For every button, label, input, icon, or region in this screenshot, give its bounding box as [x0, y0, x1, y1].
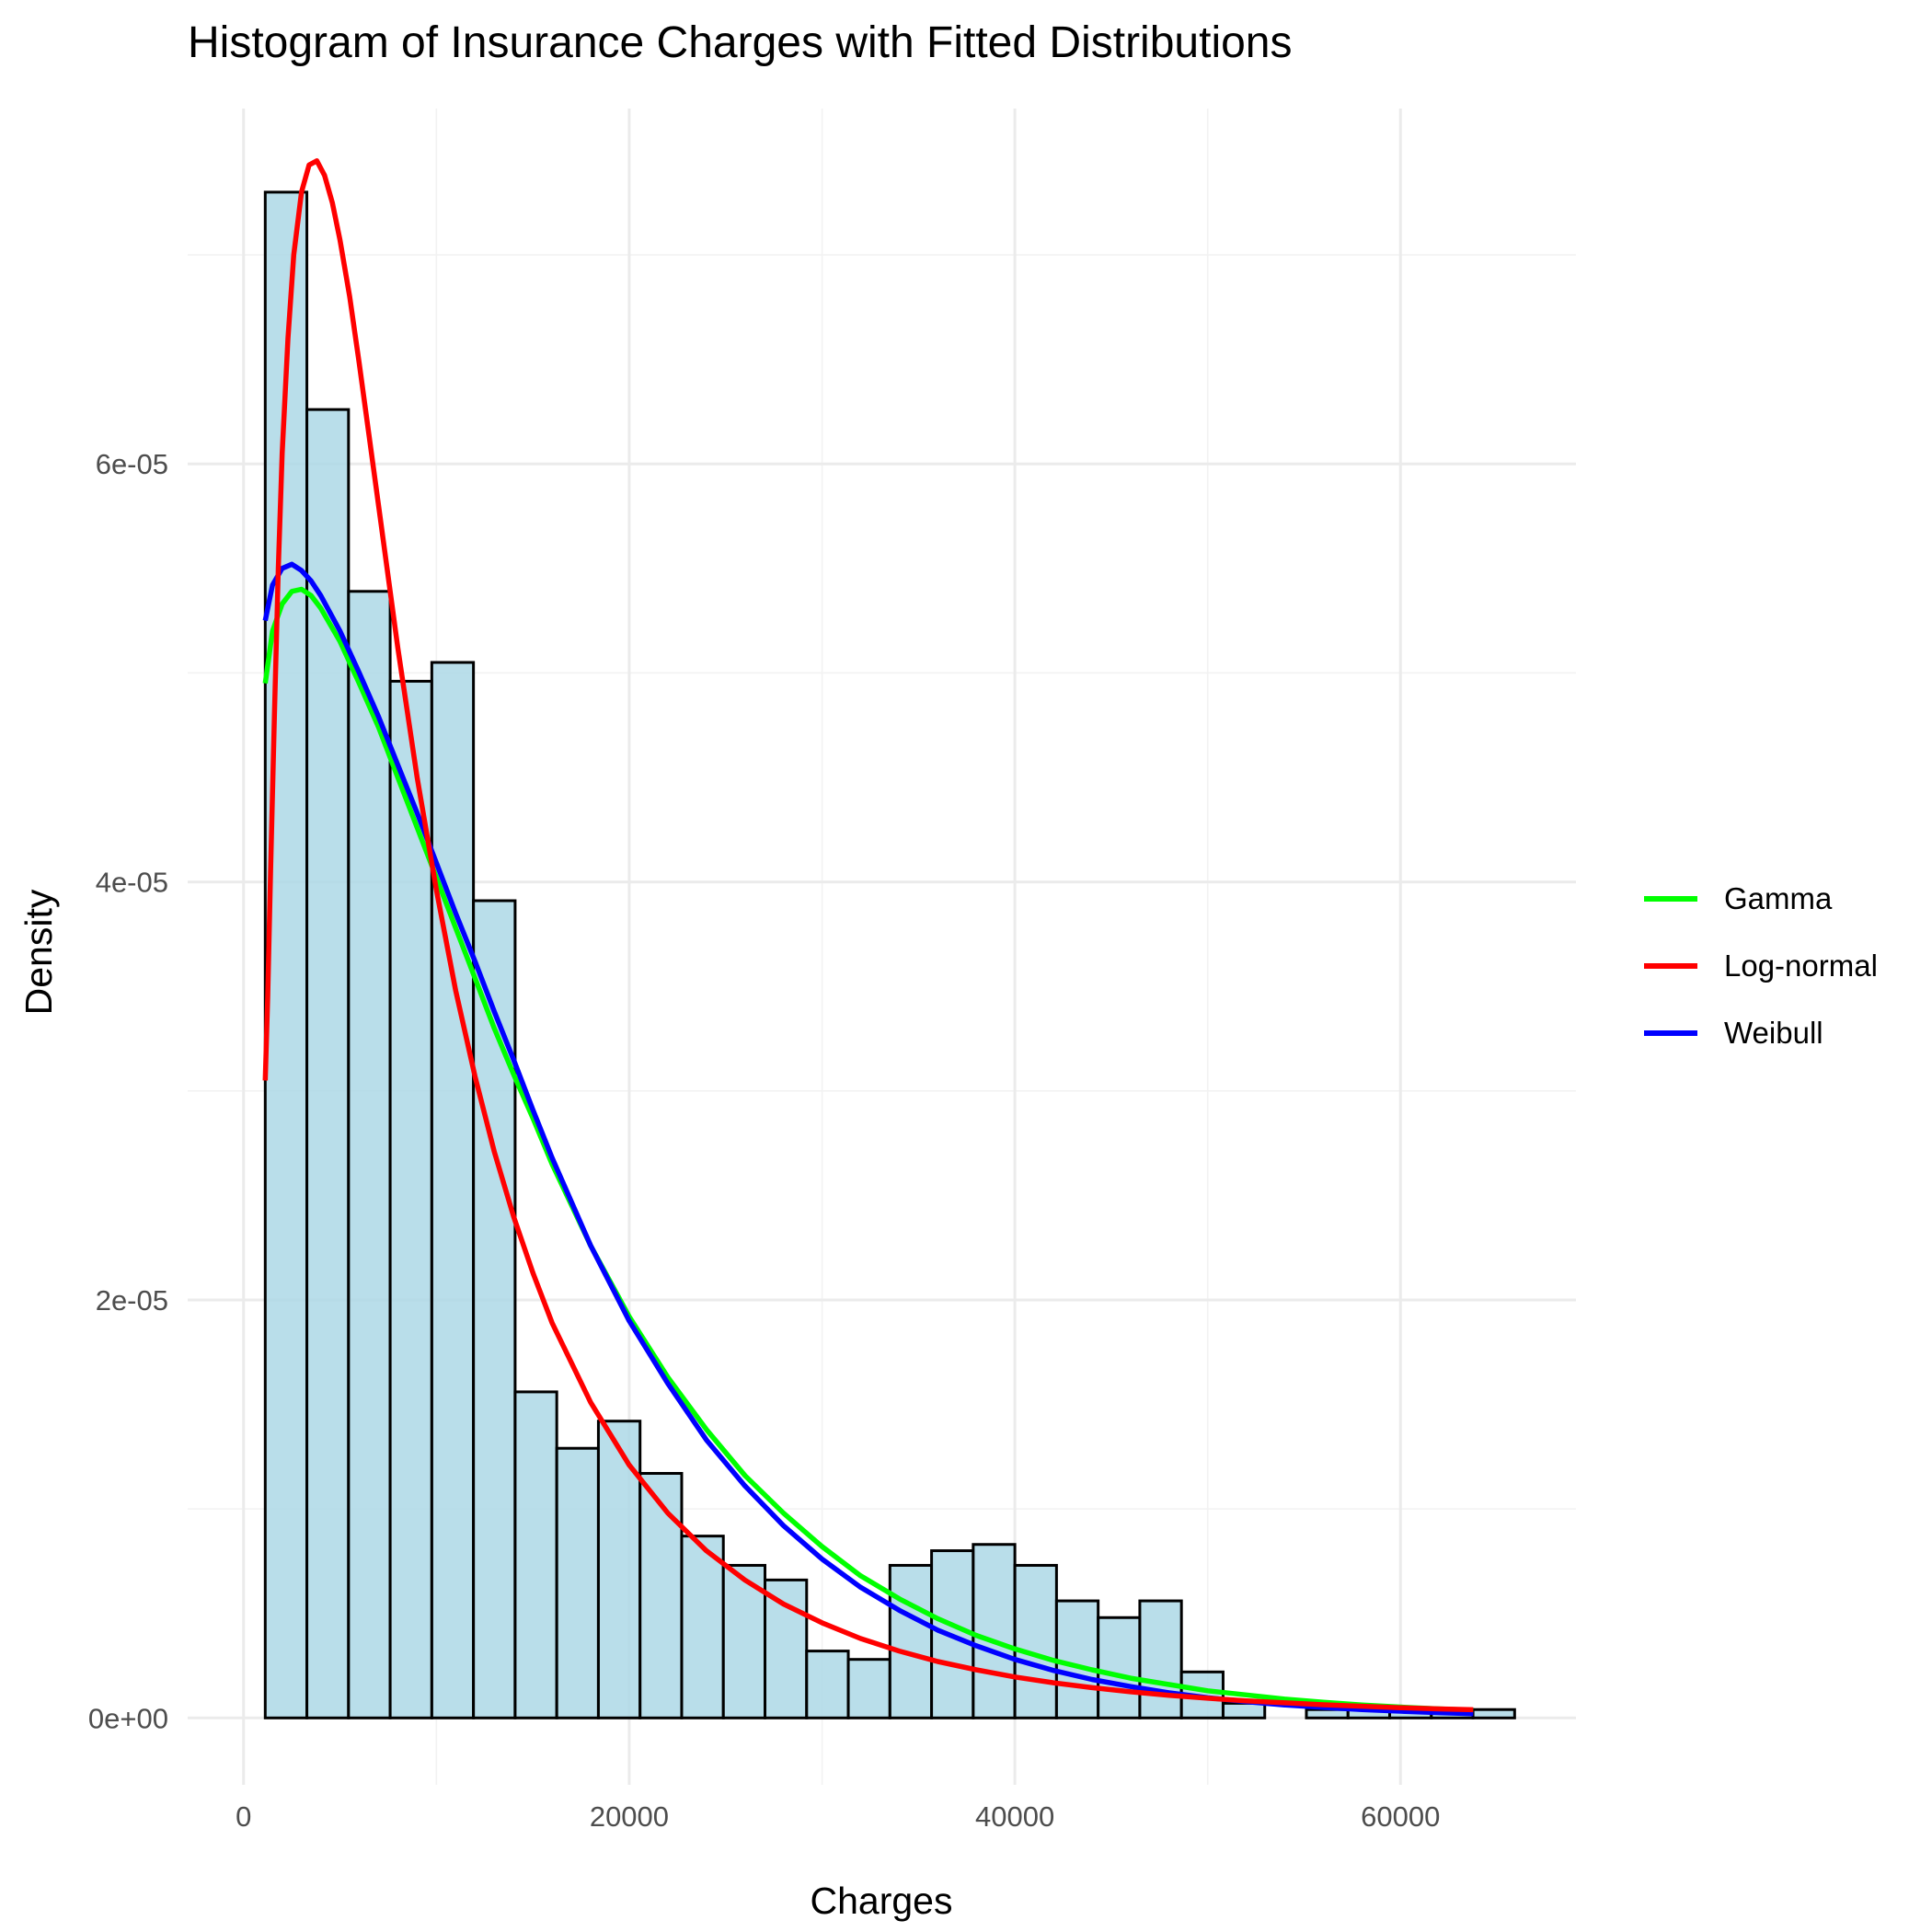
- histogram-bar: [1471, 1708, 1516, 1719]
- histogram-bar: [513, 1390, 558, 1719]
- fitted-curves: [262, 158, 1474, 1717]
- histogram-bar: [1013, 1563, 1058, 1719]
- histogram-bar: [888, 1563, 934, 1719]
- histogram-bar: [805, 1650, 850, 1719]
- x-tick-label: 20000: [590, 1800, 669, 1833]
- x-tick-label: 0: [236, 1800, 251, 1833]
- histogram-bar: [430, 661, 476, 1719]
- histogram-bar: [1221, 1701, 1267, 1719]
- x-tick-label: 40000: [975, 1800, 1054, 1833]
- x-axis-title: Charges: [811, 1880, 953, 1922]
- curve-lognormal: [262, 158, 1474, 1713]
- chart-title: Histogram of Insurance Charges with Fitt…: [188, 18, 1293, 67]
- histogram-bar: [972, 1543, 1017, 1719]
- histogram-bar: [1054, 1599, 1100, 1719]
- histogram-bar: [1138, 1599, 1183, 1719]
- histogram-bar: [764, 1578, 809, 1719]
- legend-label: Gamma: [1724, 881, 1833, 915]
- histogram-bar: [555, 1446, 600, 1719]
- histogram-bar: [846, 1658, 891, 1719]
- y-tick-label: 4e-05: [96, 867, 168, 899]
- histogram-bar: [680, 1535, 725, 1719]
- legend-label: Weibull: [1724, 1016, 1823, 1050]
- axis-ticks: 0 20000 40000 60000 0e+00 2e-05 4e-05 6e-05: [88, 448, 1440, 1833]
- legend-label: Log-normal: [1724, 949, 1878, 983]
- curve-gamma: [262, 586, 1474, 1713]
- histogram-bar: [596, 1420, 642, 1719]
- histogram-bar: [638, 1471, 684, 1719]
- histogram-bar: [472, 899, 517, 1719]
- histogram-bar: [1097, 1616, 1142, 1719]
- histogram-bar: [263, 190, 309, 1719]
- y-axis-title: Density: [17, 889, 60, 1015]
- histogram-bars: [263, 190, 1516, 1719]
- x-tick-label: 60000: [1361, 1800, 1440, 1833]
- legend: Gamma Log-normal Weibull: [1644, 881, 1878, 1050]
- histogram-bar: [347, 590, 392, 1719]
- y-tick-label: 0e+00: [88, 1702, 168, 1734]
- y-tick-label: 6e-05: [96, 448, 168, 480]
- y-tick-label: 2e-05: [96, 1284, 168, 1317]
